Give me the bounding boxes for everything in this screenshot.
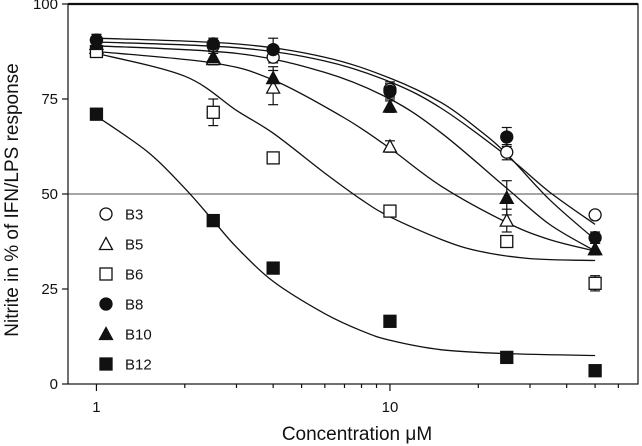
point-b8: [383, 84, 397, 99]
legend-label-b3: B3: [125, 207, 143, 224]
x-axis-label: Concentration μM: [282, 424, 432, 445]
point-b12: [383, 314, 397, 328]
point-b10: [382, 98, 398, 113]
point-b10: [88, 36, 105, 51]
point-b10: [265, 70, 281, 85]
point-b5: [499, 212, 515, 227]
y-tick-label: 100: [33, 0, 58, 13]
point-b3: [500, 145, 514, 159]
legend-marker-b8: [99, 297, 113, 311]
point-b6: [266, 151, 280, 165]
point-b10: [587, 241, 603, 256]
point-b8: [500, 130, 514, 144]
point-b12: [266, 261, 280, 275]
fit-curve-b8: [96, 37, 596, 241]
y-tick-label: 75: [41, 91, 58, 108]
point-b6: [383, 204, 397, 218]
fit-curve-b12: [96, 115, 596, 357]
legend-marker-b3: [99, 207, 113, 221]
point-b8: [266, 42, 280, 57]
point-b8: [206, 37, 220, 51]
legend-label-b5: B5: [125, 237, 143, 254]
point-b12: [588, 364, 602, 378]
legend-label-b6: B6: [125, 267, 143, 284]
fit-curve-b10: [96, 45, 596, 252]
legend-label-b12: B12: [125, 357, 152, 374]
x-tick-label: 10: [382, 399, 399, 416]
y-tick-label: 0: [50, 376, 58, 393]
point-b10: [499, 189, 515, 204]
data-points: [88, 33, 603, 378]
fit-curve-b3: [96, 41, 596, 225]
point-b5: [265, 79, 281, 94]
axes: 0 25 50 75 100 1 10: [33, 0, 619, 416]
point-b12: [500, 350, 514, 365]
point-b6: [588, 276, 602, 290]
point-b10: [205, 49, 221, 64]
point-b12: [89, 107, 104, 121]
legend-marker-b10: [98, 326, 114, 341]
point-b5: [382, 138, 398, 153]
point-b6: [206, 105, 220, 119]
point-b6: [500, 234, 514, 249]
legend-label-b8: B8: [125, 297, 143, 314]
legend: B3 B5 B6 B8 B10 B12: [98, 207, 152, 374]
fit-curve-b6: [96, 52, 596, 262]
x-tick-label: 1: [92, 399, 100, 416]
y-tick-label: 50: [41, 186, 58, 203]
point-b3: [588, 208, 602, 222]
point-b12: [206, 213, 220, 228]
legend-marker-b6: [99, 267, 113, 281]
legend-label-b10: B10: [125, 327, 152, 344]
legend-marker-b12: [99, 357, 113, 371]
legend-marker-b5: [98, 236, 114, 251]
y-axis-label: Nitrite in % of IFN/LPS response: [2, 63, 23, 337]
y-tick-label: 25: [41, 281, 58, 298]
